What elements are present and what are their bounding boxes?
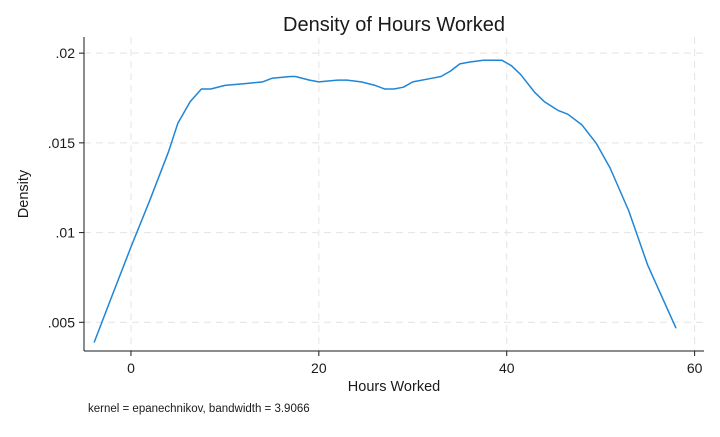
- x-tick-label: 60: [687, 360, 703, 376]
- grid-lines: [84, 37, 704, 351]
- density-line: [93, 59, 677, 343]
- tick-marks: 0 20 40 60 .005 .01 .015 .02: [48, 45, 703, 376]
- axes: [83, 37, 704, 352]
- series-layer: [93, 59, 677, 343]
- y-axis-title: Density: [16, 169, 32, 218]
- kernel-note: kernel = epanechnikov, bandwidth = 3.906…: [88, 403, 310, 415]
- y-tick-label: .015: [48, 135, 75, 151]
- x-tick-label: 0: [127, 360, 135, 376]
- y-tick-label: .01: [56, 225, 76, 241]
- y-tick-label: .005: [48, 314, 75, 330]
- x-tick-label: 20: [311, 360, 327, 376]
- chart-title: Density of Hours Worked: [283, 14, 505, 36]
- x-tick-label: 40: [499, 360, 515, 376]
- x-axis-title: Hours Worked: [348, 379, 440, 395]
- y-tick-label: .02: [56, 45, 76, 61]
